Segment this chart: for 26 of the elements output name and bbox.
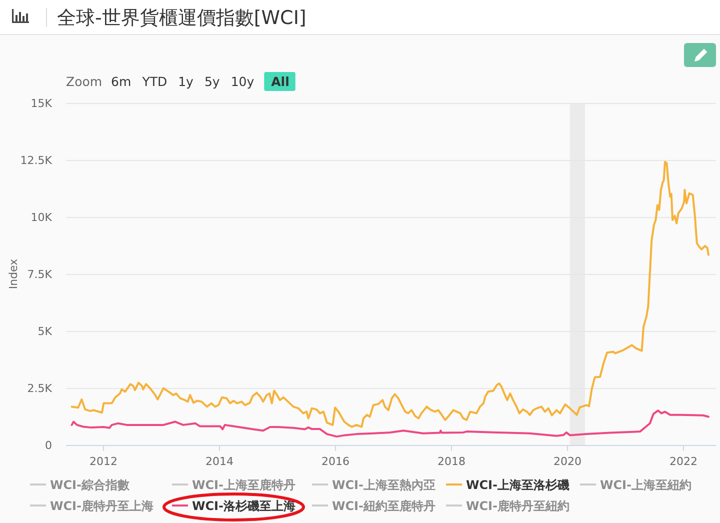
chart-title: 全球-世界貨櫃運價指數[WCI] xyxy=(57,7,306,29)
x-tick-label: 2022 xyxy=(670,455,698,468)
y-tick-label: 7.5K xyxy=(27,268,53,281)
legend-label: WCI-綜合指數 xyxy=(50,478,130,492)
legend-label: WCI-鹿特丹至紐約 xyxy=(466,499,570,513)
x-tick-label: 2014 xyxy=(206,455,234,468)
x-tick-label: 2020 xyxy=(554,455,582,468)
legend-label: WCI-紐約至鹿特丹 xyxy=(332,499,436,513)
legend-label: WCI-上海至洛杉磯 xyxy=(466,478,570,492)
x-tick-label: 2012 xyxy=(90,455,118,468)
legend-label: WCI-上海至熱內亞 xyxy=(332,478,436,492)
y-tick-label: 5K xyxy=(38,325,53,338)
y-tick-label: 12.5K xyxy=(20,154,53,167)
legend-label: WCI-鹿特丹至上海 xyxy=(50,499,154,513)
legend-label: WCI-上海至紐約 xyxy=(600,478,692,492)
x-tick-label: 2016 xyxy=(322,455,350,468)
x-tick-label: 2018 xyxy=(438,455,466,468)
line-series xyxy=(70,160,710,428)
y-tick-label: 10K xyxy=(30,211,53,224)
legend-label: WCI-洛杉磯至上海 xyxy=(192,499,296,513)
y-axis-title: Index xyxy=(7,258,20,290)
y-tick-label: 15K xyxy=(30,97,53,110)
y-tick-label: 2.5K xyxy=(27,382,53,395)
line-series xyxy=(70,410,710,438)
y-tick-label: 0 xyxy=(45,439,52,452)
legend-label: WCI-上海至鹿特丹 xyxy=(192,478,296,492)
